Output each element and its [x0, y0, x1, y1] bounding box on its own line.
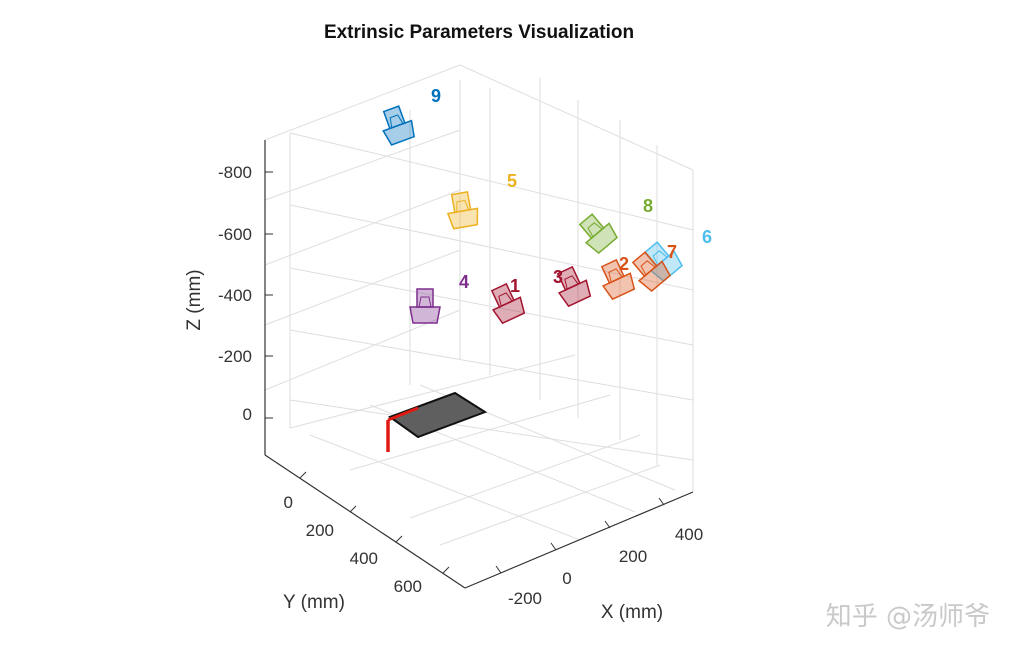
camera-8 — [578, 213, 619, 255]
camera-body — [556, 265, 581, 292]
camera-body — [416, 288, 434, 308]
camera-label: 1 — [510, 276, 520, 296]
camera-lens — [608, 268, 623, 283]
x-tick-label: 200 — [619, 547, 647, 566]
y-axis-label: Y (mm) — [283, 592, 345, 613]
camera-6 — [643, 241, 684, 283]
camera-body — [600, 258, 625, 285]
camera-body — [490, 282, 515, 309]
z-tick-label: -200 — [218, 347, 252, 366]
z-tick-label: -800 — [218, 163, 252, 182]
camera-2 — [600, 258, 636, 301]
camera-label: 9 — [431, 86, 441, 106]
camera-frustum — [409, 306, 441, 324]
camera-label: 3 — [553, 267, 563, 287]
axes-lines — [264, 140, 694, 589]
z-tick-labels: -800 -600 -400 -200 0 — [218, 163, 252, 424]
camera-5 — [446, 190, 479, 230]
y-tick-labels: 0 200 400 600 — [284, 493, 422, 596]
camera-lens — [498, 292, 513, 307]
camera-lens — [418, 296, 432, 308]
x-tick-label: 0 — [562, 569, 571, 588]
camera-lens — [652, 250, 668, 266]
y-tick-label: 400 — [350, 549, 378, 568]
camera-1 — [490, 282, 526, 325]
x-axis-label: X (mm) — [601, 602, 663, 623]
camera-body — [382, 105, 406, 130]
camera-label: 4 — [459, 272, 469, 292]
camera-label: 2 — [619, 254, 629, 274]
camera-label: 8 — [643, 196, 653, 216]
camera-9 — [382, 105, 415, 146]
axis-ticks — [265, 171, 665, 574]
z-tick-label: -400 — [218, 286, 252, 305]
camera-frustum — [446, 207, 479, 230]
y-tick-label: 0 — [284, 493, 293, 512]
z-axis-label: Z (mm) — [184, 269, 205, 330]
camera-lens — [389, 114, 404, 128]
watermark: 知乎 @汤师爷 — [825, 602, 990, 632]
calibration-board — [386, 391, 488, 452]
y-tick-label: 600 — [394, 577, 422, 596]
camera-label: 7 — [667, 242, 677, 262]
grid — [264, 64, 694, 546]
camera-lens — [456, 199, 470, 212]
camera-body — [450, 190, 472, 214]
x-tick-labels: -200 0 200 400 — [508, 525, 703, 608]
y-tick-label: 200 — [306, 521, 334, 540]
camera-3 — [556, 265, 592, 308]
camera-body — [631, 251, 658, 278]
x-tick-label: -200 — [508, 589, 542, 608]
chart-title: Extrinsic Parameters Visualization — [323, 22, 635, 43]
camera-lens — [564, 275, 579, 290]
camera-lens — [587, 222, 603, 238]
camera-lens — [640, 260, 656, 276]
z-tick-label: -600 — [218, 225, 252, 244]
camera-label: 6 — [702, 227, 712, 247]
camera-4 — [409, 288, 441, 324]
cameras: 1 2 3 4 5 6 7 8 9 — [382, 86, 712, 325]
camera-7 — [631, 251, 672, 293]
z-tick-label: 0 — [243, 405, 252, 424]
camera-body — [578, 213, 605, 240]
camera-label: 5 — [507, 171, 517, 191]
x-tick-label: 400 — [675, 525, 703, 544]
